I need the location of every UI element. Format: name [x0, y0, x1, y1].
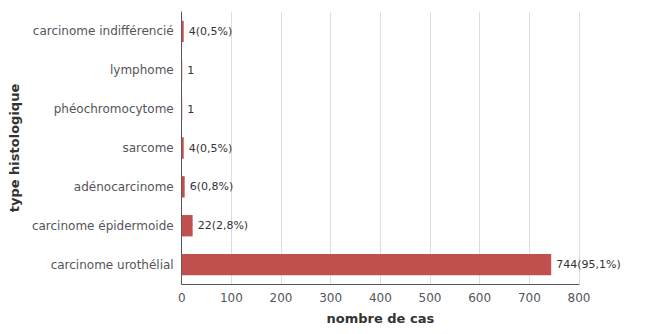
svg-text:800: 800	[568, 291, 591, 305]
svg-text:phéochromocytome: phéochromocytome	[54, 102, 174, 116]
svg-text:carcinome urothélial: carcinome urothélial	[51, 258, 174, 272]
svg-text:1: 1	[187, 103, 194, 116]
svg-text:lymphome: lymphome	[110, 63, 174, 77]
svg-text:744(95,1%): 744(95,1%)	[556, 258, 621, 271]
svg-text:22(2,8%): 22(2,8%)	[198, 219, 249, 232]
svg-text:sarcome: sarcome	[122, 141, 173, 155]
svg-text:400: 400	[369, 291, 392, 305]
svg-text:0: 0	[178, 291, 186, 305]
svg-text:4(0,5%): 4(0,5%)	[189, 142, 233, 155]
svg-text:300: 300	[319, 291, 342, 305]
svg-text:700: 700	[518, 291, 541, 305]
svg-text:600: 600	[468, 291, 491, 305]
svg-text:6(0,8%): 6(0,8%)	[190, 180, 234, 193]
svg-text:adénocarcinome: adénocarcinome	[74, 180, 174, 194]
svg-text:carcinome épidermoide: carcinome épidermoide	[32, 219, 174, 233]
svg-text:100: 100	[220, 291, 243, 305]
svg-text:type histologique: type histologique	[7, 84, 22, 213]
svg-text:500: 500	[419, 291, 442, 305]
svg-text:nombre de cas: nombre de cas	[327, 311, 435, 326]
svg-text:200: 200	[270, 291, 293, 305]
svg-text:4(0,5%): 4(0,5%)	[189, 25, 233, 38]
svg-text:1: 1	[187, 64, 194, 77]
svg-text:carcinome indifférencié: carcinome indifférencié	[33, 24, 174, 38]
